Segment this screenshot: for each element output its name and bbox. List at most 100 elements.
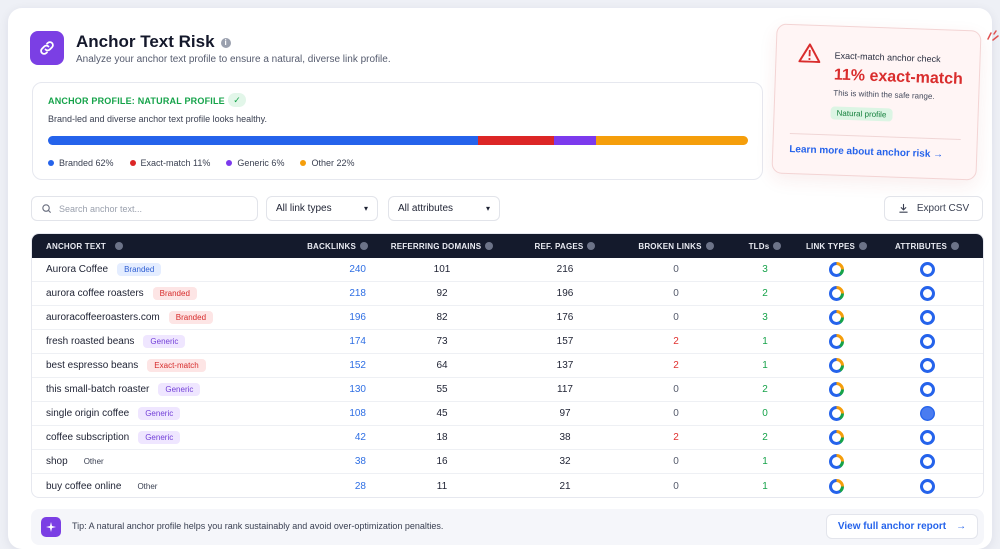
backlinks-value[interactable]: 152	[349, 360, 366, 371]
search-input[interactable]	[59, 203, 239, 214]
exact-match-risk-card: Exact-match anchor check 11% exact-match…	[771, 23, 982, 181]
link-types-donut-icon[interactable]	[829, 430, 844, 445]
backlinks-value[interactable]: 38	[354, 456, 366, 467]
anchor-cell: coffee subscription Generic	[32, 431, 284, 444]
backlinks-value[interactable]: 42	[354, 432, 366, 443]
anchor-text[interactable]: fresh roasted beans	[46, 336, 135, 347]
search-box[interactable]	[31, 196, 258, 221]
anchor-text[interactable]: coffee subscription	[46, 432, 130, 443]
link-types-donut-icon[interactable]	[829, 358, 844, 373]
legend-label: Branded 62%	[59, 158, 114, 168]
ref-pages-value: 38	[559, 432, 571, 443]
link-types-donut-icon[interactable]	[829, 310, 844, 325]
check-icon: ✓	[228, 93, 246, 107]
referring-domains-value: 82	[436, 312, 448, 323]
column-anchor-text[interactable]: ANCHOR TEXT	[32, 242, 284, 251]
tlds-value: 1	[762, 480, 768, 492]
view-full-report-button[interactable]: View full anchor report →	[826, 514, 978, 539]
anchor-text[interactable]: auroracoffeeroasters.com	[46, 312, 160, 323]
anchor-cell: auroracoffeeroasters.com Branded	[32, 311, 284, 324]
table-row[interactable]: best espresso beans Exact-match 152 64 137 2 1	[32, 354, 983, 378]
attributes-cell	[879, 478, 975, 494]
column-ref-pages[interactable]: REF. PAGES	[514, 242, 616, 251]
backlinks-value[interactable]: 108	[349, 408, 366, 419]
table-row[interactable]: auroracoffeeroasters.com Branded 196 82 176 0…	[32, 306, 983, 330]
anchor-cell: Aurora Coffee Branded	[32, 263, 284, 276]
table-row[interactable]: aurora coffee roasters Branded 218 92 196 0 2	[32, 282, 983, 306]
broken-links-value: 2	[673, 360, 679, 371]
info-icon	[951, 242, 960, 250]
attributes-donut-icon[interactable]	[919, 430, 935, 445]
anchor-profile-panel: ANCHOR PROFILE: NATURAL PROFILE ✓ Brand-…	[32, 82, 763, 180]
anchor-text[interactable]: single origin coffee	[46, 408, 130, 419]
broken-links-value: 0	[673, 408, 679, 419]
attributes-donut-icon[interactable]	[919, 454, 935, 469]
distribution-legend: Branded 62% Exact-match 11% Generic 6% Othe…	[48, 158, 354, 168]
legend-item: Generic 6%	[226, 158, 284, 168]
ref-pages-value: 21	[559, 480, 571, 492]
link-types-donut-icon[interactable]	[829, 262, 844, 277]
attributes-donut-icon[interactable]	[919, 358, 935, 373]
table-row[interactable]: single origin coffee Generic 108 45 97 0 0	[32, 402, 983, 426]
backlinks-value[interactable]: 240	[349, 264, 366, 275]
link-types-donut-icon[interactable]	[829, 478, 844, 494]
link-types-cell	[794, 334, 879, 349]
link-types-donut-icon[interactable]	[829, 382, 844, 397]
attributes-donut-icon[interactable]	[919, 310, 935, 325]
anchor-text[interactable]: buy coffee online	[46, 480, 122, 492]
legend-label: Other 22%	[311, 158, 355, 168]
broken-links-value: 0	[673, 264, 679, 275]
link-types-donut-icon[interactable]	[829, 286, 844, 301]
anchor-cell: best espresso beans Exact-match	[32, 359, 284, 372]
link-types-cell	[794, 262, 879, 277]
column-link-types[interactable]: LINK TYPES	[794, 242, 879, 251]
legend-dot	[129, 160, 136, 166]
attributes-donut-icon[interactable]	[919, 334, 935, 349]
column-attributes[interactable]: ATTRIBUTES	[879, 242, 975, 251]
attributes-donut-icon[interactable]	[919, 382, 935, 397]
link-types-donut-icon[interactable]	[829, 454, 844, 469]
table-row[interactable]: shop Other 38 16 32 0 1	[32, 450, 983, 474]
attributes-donut-icon[interactable]	[919, 262, 935, 277]
table-row[interactable]: this small-batch roaster Generic 130 55 117 0…	[32, 378, 983, 402]
link-types-cell	[794, 382, 879, 397]
anchor-text[interactable]: shop	[46, 456, 68, 467]
tlds-value: 3	[762, 312, 768, 323]
anchor-type-badge: Branded	[117, 263, 162, 276]
column-referring-domains[interactable]: REFERRING DOMAINS	[370, 242, 514, 251]
referring-domains-value: 55	[436, 384, 448, 395]
column-backlinks[interactable]: BACKLINKS	[284, 242, 370, 251]
anchor-text[interactable]: this small-batch roaster	[46, 384, 150, 395]
learn-more-link[interactable]: Learn more about anchor risk →	[789, 143, 944, 161]
backlinks-value[interactable]: 130	[349, 384, 366, 395]
attributes-cell	[879, 310, 975, 325]
attributes-select[interactable]: All attributes ▾	[388, 196, 500, 221]
anchor-text[interactable]: Aurora Coffee	[46, 264, 109, 275]
ref-pages-value: 97	[559, 408, 571, 419]
table-row[interactable]: fresh roasted beans Generic 174 73 157 2 1	[32, 330, 983, 354]
link-types-donut-icon[interactable]	[829, 334, 844, 349]
attributes-donut-icon[interactable]	[919, 406, 935, 421]
backlinks-value[interactable]: 174	[349, 336, 366, 347]
table-row[interactable]: Aurora Coffee Branded 240 101 216 0 3	[32, 258, 983, 282]
column-tlds[interactable]: TLDs	[736, 242, 794, 251]
info-icon	[485, 242, 494, 250]
link-types-donut-icon[interactable]	[829, 406, 844, 421]
risk-note: This is within the safe range.	[833, 88, 935, 102]
column-broken-links[interactable]: BROKEN LINKS	[616, 242, 736, 251]
info-icon[interactable]: i	[220, 38, 231, 48]
export-csv-button[interactable]: Export CSV	[884, 196, 983, 221]
backlinks-value[interactable]: 218	[349, 288, 366, 299]
anchor-text[interactable]: best espresso beans	[46, 360, 139, 371]
anchor-text[interactable]: aurora coffee roasters	[46, 288, 144, 299]
table-row[interactable]: coffee subscription Generic 42 18 38 2 2	[32, 426, 983, 450]
ref-pages-value: 216	[556, 264, 574, 275]
anchor-type-badge: Other	[76, 455, 111, 468]
table-row[interactable]: buy coffee online Other 28 11 21 0 1	[32, 474, 983, 497]
anchor-cell: single origin coffee Generic	[32, 407, 284, 420]
backlinks-value[interactable]: 28	[354, 480, 366, 492]
attributes-donut-icon[interactable]	[919, 478, 935, 494]
backlinks-value[interactable]: 196	[349, 312, 366, 323]
attributes-donut-icon[interactable]	[919, 286, 935, 301]
link-type-select[interactable]: All link types ▾	[266, 196, 378, 221]
